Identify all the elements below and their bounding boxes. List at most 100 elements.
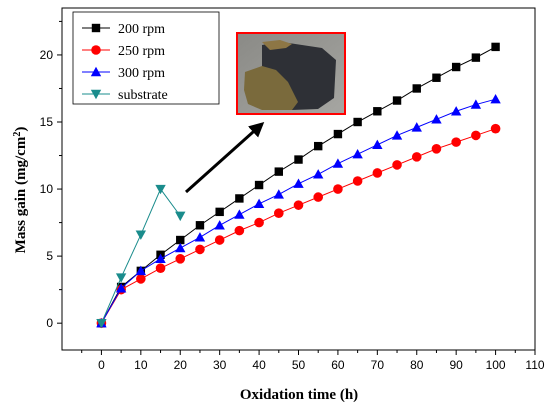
data-point xyxy=(234,225,245,236)
data-point xyxy=(254,217,264,228)
y-tick-label: 5 xyxy=(46,249,53,263)
data-point xyxy=(373,107,382,116)
data-point xyxy=(392,160,402,170)
data-point xyxy=(273,208,284,218)
x-tick-label: 30 xyxy=(213,358,227,372)
data-point xyxy=(392,96,402,105)
data-point xyxy=(372,168,383,178)
data-point xyxy=(313,192,324,202)
sample-photo-gold-edge xyxy=(262,40,292,50)
legend-label: 300 rpm xyxy=(118,66,165,81)
x-tick-label: 10 xyxy=(134,358,148,372)
data-point xyxy=(135,230,147,240)
legend-label: substrate xyxy=(118,88,168,103)
data-point xyxy=(175,211,186,222)
x-tick-label: 20 xyxy=(174,358,188,372)
y-tick-label: 15 xyxy=(40,115,54,129)
legend-label: 250 rpm xyxy=(118,44,165,59)
data-point xyxy=(195,221,205,230)
data-point xyxy=(135,265,147,276)
legend-marker xyxy=(90,66,102,77)
data-point xyxy=(491,42,500,52)
data-point xyxy=(352,176,363,186)
data-point xyxy=(411,152,422,162)
data-point xyxy=(314,141,323,151)
data-point xyxy=(115,283,127,293)
data-point xyxy=(155,263,166,273)
inset-arrow xyxy=(184,121,265,194)
data-point xyxy=(411,122,422,132)
data-point xyxy=(194,232,206,242)
legend-marker xyxy=(90,89,102,100)
data-point xyxy=(235,194,244,203)
y-axis-title-main: Mass gain (mg/cm xyxy=(13,136,29,253)
y-axis-title: Mass gain (mg/cm2) xyxy=(12,127,30,254)
data-point xyxy=(333,184,343,194)
sample-photo-oxide-fragment xyxy=(244,66,298,110)
data-point xyxy=(253,198,265,209)
x-tick-label: 110 xyxy=(525,358,544,372)
data-point xyxy=(470,99,482,109)
x-tick-label: 100 xyxy=(486,358,506,372)
data-point xyxy=(490,94,501,104)
data-point xyxy=(451,62,461,72)
data-point xyxy=(431,114,442,124)
legend-label: 200 rpm xyxy=(118,22,165,37)
legend-marker xyxy=(91,23,101,33)
data-point xyxy=(176,235,185,245)
x-tick-label: 40 xyxy=(252,358,266,372)
x-tick-label: 70 xyxy=(371,358,385,372)
legend-marker xyxy=(91,45,101,55)
series-substrate xyxy=(96,184,186,329)
y-axis-title-superscript: 2 xyxy=(12,132,23,137)
data-point xyxy=(431,144,442,154)
data-point xyxy=(451,137,461,147)
data-point xyxy=(372,139,383,149)
series-layer xyxy=(96,42,501,329)
series-line xyxy=(100,98,496,324)
x-tick-label: 80 xyxy=(410,358,424,372)
y-tick-label: 0 xyxy=(46,316,53,330)
y-axis-title-end: ) xyxy=(13,127,29,132)
data-point xyxy=(432,73,441,82)
data-point xyxy=(273,189,284,199)
data-point xyxy=(412,84,421,93)
x-tick-label: 60 xyxy=(331,358,345,372)
data-point xyxy=(333,129,343,139)
data-point xyxy=(254,180,264,190)
data-point xyxy=(96,318,107,329)
x-axis: 0 10 20 30 40 50 60 70 80 90 100 110 xyxy=(81,350,545,372)
x-tick-label: 0 xyxy=(98,358,105,372)
data-point xyxy=(215,207,224,217)
data-point xyxy=(352,148,363,159)
data-point xyxy=(313,169,324,179)
data-point xyxy=(155,253,166,263)
data-point xyxy=(195,244,205,255)
data-point xyxy=(294,155,303,164)
data-point xyxy=(471,130,481,141)
y-axis: 0 5 10 15 20 xyxy=(40,20,62,330)
data-point xyxy=(293,178,304,188)
data-point xyxy=(490,123,501,134)
y-tick-label: 20 xyxy=(40,48,54,62)
data-point xyxy=(214,220,225,230)
data-point xyxy=(175,242,186,253)
data-point xyxy=(293,200,304,210)
sample-photo-inset xyxy=(184,32,346,194)
data-point xyxy=(136,274,146,284)
series-250-rpm xyxy=(96,123,501,328)
legend: 200 rpm 250 rpm 300 rpm substrate xyxy=(72,11,220,105)
data-point xyxy=(175,253,186,264)
data-point xyxy=(214,235,225,245)
data-point xyxy=(115,273,127,283)
data-point xyxy=(450,106,462,116)
data-point xyxy=(332,158,344,168)
data-point xyxy=(391,130,403,140)
x-axis-title: Oxidation time (h) xyxy=(240,387,358,403)
data-point xyxy=(274,167,283,176)
x-tick-label: 50 xyxy=(292,358,306,372)
data-point xyxy=(471,53,481,62)
data-point xyxy=(155,184,166,195)
series-300-rpm xyxy=(96,94,501,328)
